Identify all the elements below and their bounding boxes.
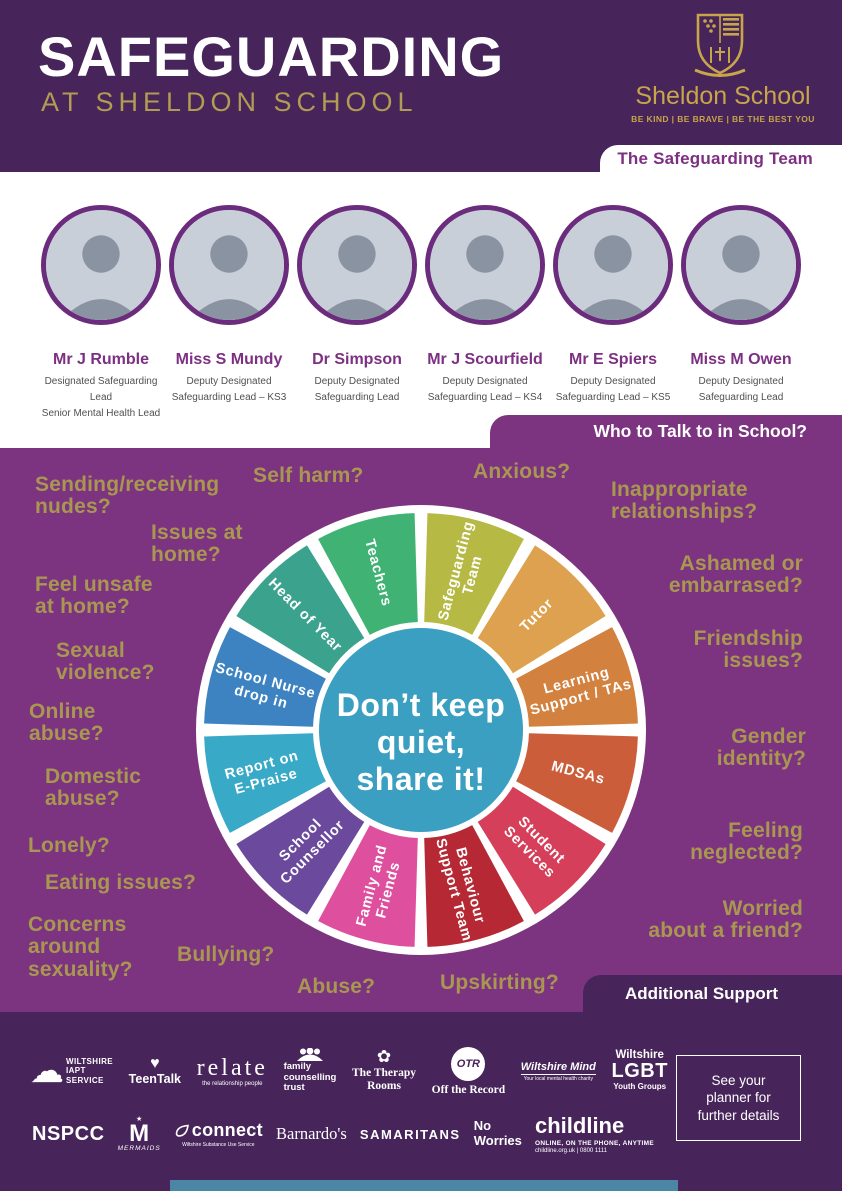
header: SAFEGUARDING AT SHELDON SCHOOL Sheldon S… (0, 0, 842, 172)
partner-logo-childline: childline ONLINE, ON THE PHONE, ANYTIME ch… (535, 1112, 654, 1154)
staff-name: Dr Simpson (312, 351, 402, 368)
wheel-center-text: Don’t keep quiet, share it! (337, 687, 506, 797)
wheel-segment (424, 513, 524, 635)
staff-photo (553, 205, 673, 325)
partner-logos-row-2: NSPCC ★ M MERMAIDS connect Wiltshire Substanc… (32, 1108, 654, 1160)
staff-roles: Deputy Designated Safeguarding Lead (314, 376, 400, 403)
wheel-center (319, 628, 523, 832)
wheel-segment (477, 545, 606, 674)
staff-photo (681, 205, 801, 325)
wheel-segment (318, 825, 418, 947)
school-motto: BE KIND | BE BRAVE | BE THE BEST YOU (631, 114, 815, 124)
poster-subtitle: AT SHELDON SCHOOL (41, 87, 418, 117)
footer: ☁ WILTSHIRE IAPT SERVICE ♥ TeenTalk relate the … (0, 1012, 842, 1191)
planner-note: See your planner for further details (676, 1055, 801, 1141)
wheel-segment (516, 627, 638, 727)
heart-icon: ♥ (150, 1055, 160, 1072)
partner-logo-relate: relate the relationship people (196, 1054, 268, 1087)
partner-logo-iapt: ☁ WILTSHIRE IAPT SERVICE (30, 1052, 114, 1090)
partner-logo-nspcc: NSPCC (32, 1122, 105, 1145)
partner-logo-otr: OTR Off the Record (432, 1046, 505, 1096)
staff-name: Mr J Rumble (52, 351, 149, 368)
staff-name: Miss M Owen (690, 351, 792, 368)
staff-photo (169, 205, 289, 325)
wheel-segment (204, 627, 326, 727)
partner-logo-fct: family counselling trust (284, 1048, 336, 1094)
staff-roles: Deputy Designated Safeguarding Lead – KS5 (555, 376, 671, 403)
wheel-segment (424, 825, 524, 947)
flower-icon: ✿ (376, 1047, 392, 1067)
staff-card: Miss M Owen Deputy Designated Safeguardin… (680, 205, 802, 422)
otr-icon: OTR (451, 1046, 486, 1081)
staff-photo (41, 205, 161, 325)
wheel-segment (236, 786, 365, 915)
star-icon: ★ (136, 1116, 143, 1124)
wheel-segment (236, 545, 365, 674)
staff-roles: Deputy Designated Safeguarding Lead – KS3 (171, 376, 287, 403)
partner-logo-connect: connect Wiltshire Substance Use Service (174, 1120, 263, 1148)
who-banner: Who to Talk to in School? (490, 415, 842, 449)
support-banner: Additional Support (583, 975, 842, 1013)
staff-name: Mr J Scourfield (427, 351, 543, 368)
staff-card: Mr E Spiers Deputy Designated Safeguardin… (552, 205, 674, 422)
staff-card: Mr J Scourfield Deputy Designated Safegua… (424, 205, 546, 422)
school-crest-icon (694, 13, 746, 77)
staff-card: Dr Simpson Deputy Designated Safeguarding… (296, 205, 418, 422)
partner-logo-mind: Wiltshire Mind Your local mental health c… (520, 1060, 596, 1082)
staff-row: Mr J Rumble Designated Safeguarding Lead… (40, 205, 802, 422)
staff-roles: Designated Safeguarding Lead Senior Menta… (41, 376, 161, 419)
partner-logos-row-1: ☁ WILTSHIRE IAPT SERVICE ♥ TeenTalk relate the … (30, 1042, 668, 1100)
staff-photo (297, 205, 417, 325)
staff-photo (425, 205, 545, 325)
staff-roles: Deputy Designated Safeguarding Lead – KS4 (427, 376, 543, 403)
staff-card: Mr J Rumble Designated Safeguarding Lead… (40, 205, 162, 422)
partner-logo-therapy: ✿ The Therapy Rooms (352, 1047, 417, 1093)
cloud-icon: ☁ (30, 1052, 64, 1090)
partner-logo-samaritans: SAMARITANS (359, 1126, 461, 1142)
poster-title: SAFEGUARDING (38, 25, 505, 88)
staff-roles: Deputy Designated Safeguarding Lead (698, 376, 784, 403)
team-banner-label: The Safeguarding Team (617, 149, 813, 168)
wheel-segment (477, 786, 606, 915)
bottom-accent-bar (170, 1180, 678, 1191)
partner-logo-lgbt: Wiltshire LGBT Youth Groups (611, 1048, 668, 1092)
staff-section: Mr J Rumble Designated Safeguarding Lead… (0, 172, 842, 448)
staff-name: Mr E Spiers (568, 351, 658, 368)
partner-logo-barnardos: Barnardo's (276, 1124, 347, 1143)
wheel-segment (318, 513, 418, 635)
partner-logo-mermaids: ★ M MERMAIDS (117, 1116, 161, 1152)
school-name: Sheldon School (635, 82, 811, 110)
partner-logo-teentalk: ♥ TeenTalk (128, 1055, 181, 1087)
team-banner: The Safeguarding Team (600, 145, 842, 173)
family-icon (296, 1048, 323, 1062)
staff-name: Miss S Mundy (175, 351, 283, 368)
partner-logo-noworries: No Worries (473, 1118, 522, 1148)
who-banner-label: Who to Talk to in School? (593, 421, 807, 441)
wheel-segment (204, 733, 326, 833)
staff-card: Miss S Mundy Deputy Designated Safeguardi… (168, 205, 290, 422)
wheel-segment (516, 733, 638, 833)
leaf-icon (175, 1124, 189, 1137)
support-banner-label: Additional Support (625, 984, 778, 1003)
